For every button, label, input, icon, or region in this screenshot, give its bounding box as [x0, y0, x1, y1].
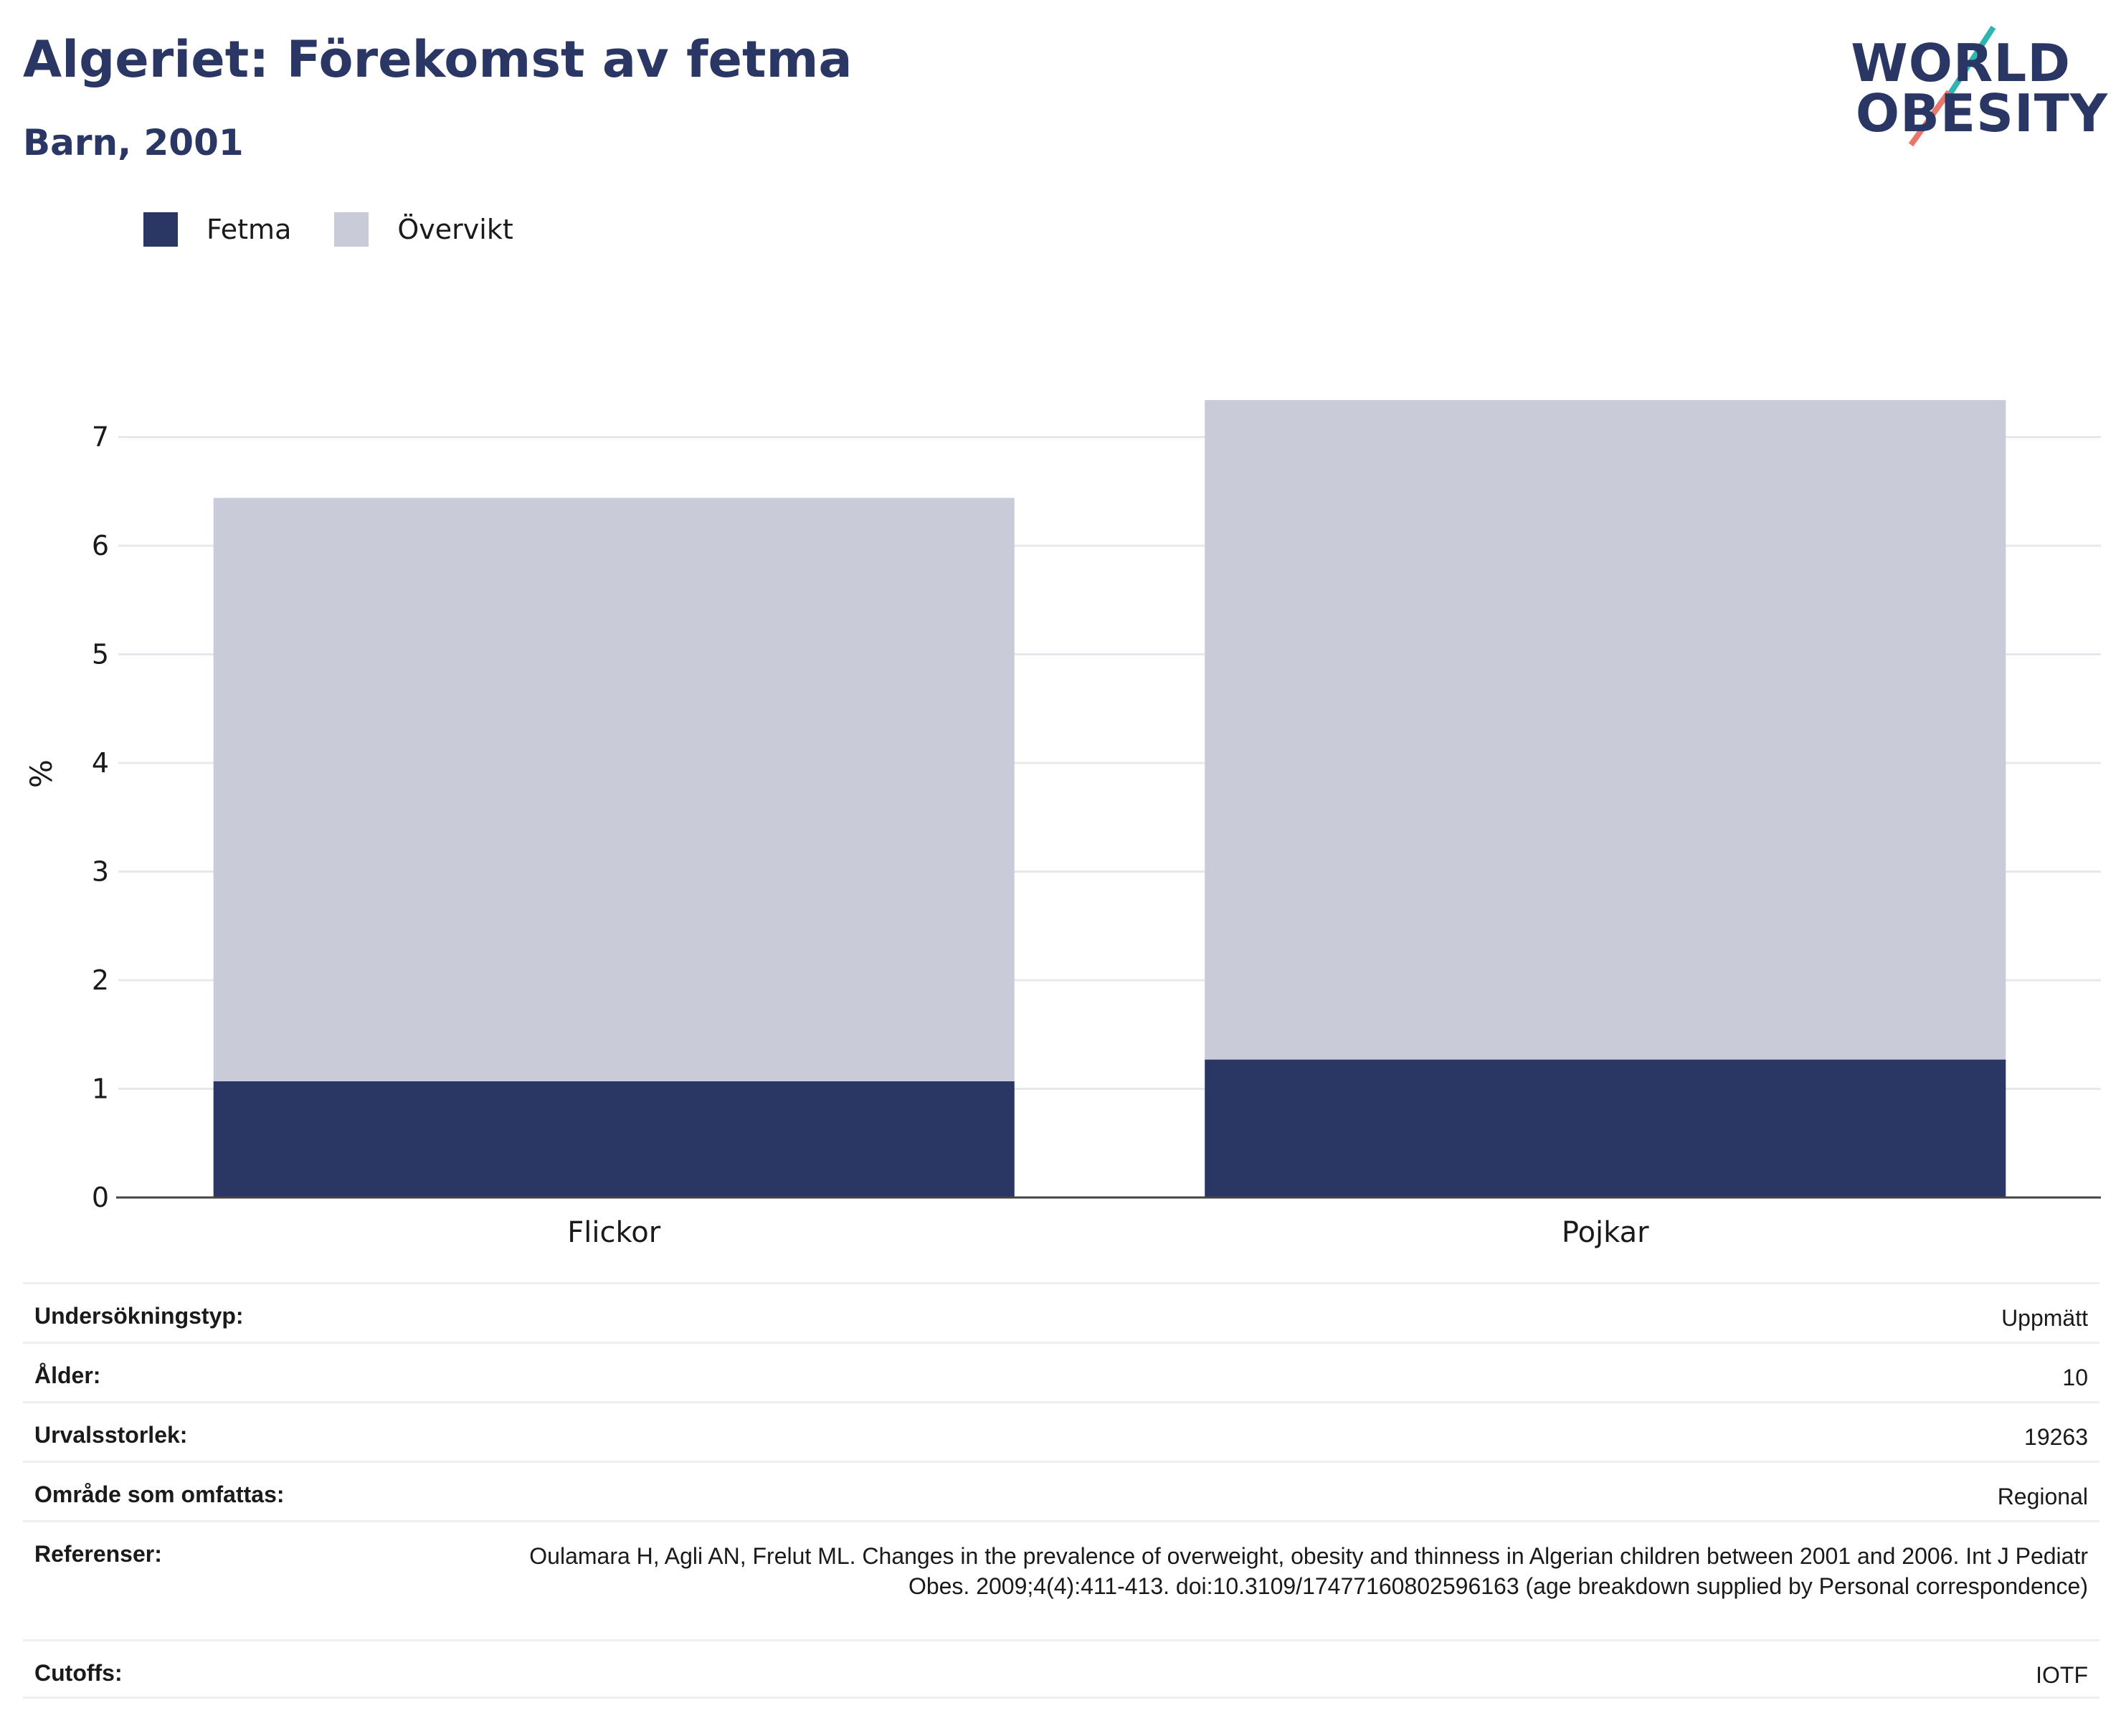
y-tick-label: 6 [92, 530, 109, 561]
details-row: Undersökningstyp: Uppmätt [23, 1282, 2099, 1342]
details-table: Undersökningstyp: Uppmätt Ålder: 10 Urvalsst… [23, 1282, 2099, 1699]
details-row: Referenser: Oulamara H, Agli AN, Frelut M… [23, 1520, 2099, 1639]
legend-item-fetma[interactable]: Fetma [143, 212, 291, 247]
details-key: Cutoffs: [34, 1660, 123, 1686]
details-value: Uppmätt [2001, 1305, 2088, 1331]
legend: Fetma Övervikt [143, 212, 556, 247]
details-value: 10 [2062, 1365, 2088, 1390]
details-key: Urvalsstorlek: [34, 1422, 188, 1448]
y-tick-label: 4 [92, 747, 109, 779]
x-tick-label: Flickor [567, 1216, 660, 1249]
details-value: 19263 [2024, 1424, 2088, 1450]
y-tick-label: 3 [92, 856, 109, 888]
details-value: Regional [1997, 1484, 2088, 1509]
legend-swatch-fetma [143, 212, 178, 247]
chart-title: Algeriet: Förekomst av fetma [23, 30, 853, 89]
legend-item-overvikt[interactable]: Övervikt [334, 212, 513, 247]
details-key: Område som omfattas: [34, 1481, 285, 1507]
chart-subtitle: Barn, 2001 [23, 122, 244, 163]
details-key: Ålder: [34, 1362, 101, 1388]
logo-text-obesity: OBESITY [1855, 83, 2108, 143]
details-key: Referenser: [34, 1541, 162, 1567]
y-tick-label: 1 [92, 1073, 109, 1105]
world-obesity-logo: WORLD OBESITY [1851, 22, 2108, 151]
legend-label-fetma: Fetma [207, 214, 292, 245]
legend-swatch-overvikt [334, 212, 369, 247]
logo-slash-icon [1908, 25, 1996, 147]
y-tick-label: 0 [92, 1182, 109, 1213]
bar--vervikt-pojkar [1205, 399, 2006, 1060]
legend-label-overvikt: Övervikt [397, 214, 513, 245]
details-row: Cutoffs: IOTF [23, 1639, 2099, 1699]
bar-chart: 0 1 2 3 4 5 6 7% Flickor Pojkar [24, 399, 2101, 1249]
details-key: Undersökningstyp: [34, 1303, 244, 1329]
bar-fetma-flickor [213, 1081, 1015, 1197]
details-value: IOTF [2036, 1662, 2088, 1688]
bar--vervikt-flickor [213, 498, 1015, 1081]
logo-text-world: WORLD [1851, 33, 2071, 93]
details-row: Ålder: 10 [23, 1342, 2099, 1401]
details-row: Urvalsstorlek: 19263 [23, 1401, 2099, 1461]
y-tick-label: 5 [92, 639, 109, 670]
y-tick-label: 7 [92, 422, 109, 453]
x-tick-label: Pojkar [1562, 1216, 1649, 1249]
details-row: Område som omfattas: Regional [23, 1461, 2099, 1520]
y-tick-label: 2 [92, 964, 109, 996]
bar-fetma-pojkar [1205, 1059, 2006, 1197]
details-value: Oulamara H, Agli AN, Frelut ML. Changes … [529, 1543, 2088, 1599]
y-axis-label: % [24, 759, 59, 788]
